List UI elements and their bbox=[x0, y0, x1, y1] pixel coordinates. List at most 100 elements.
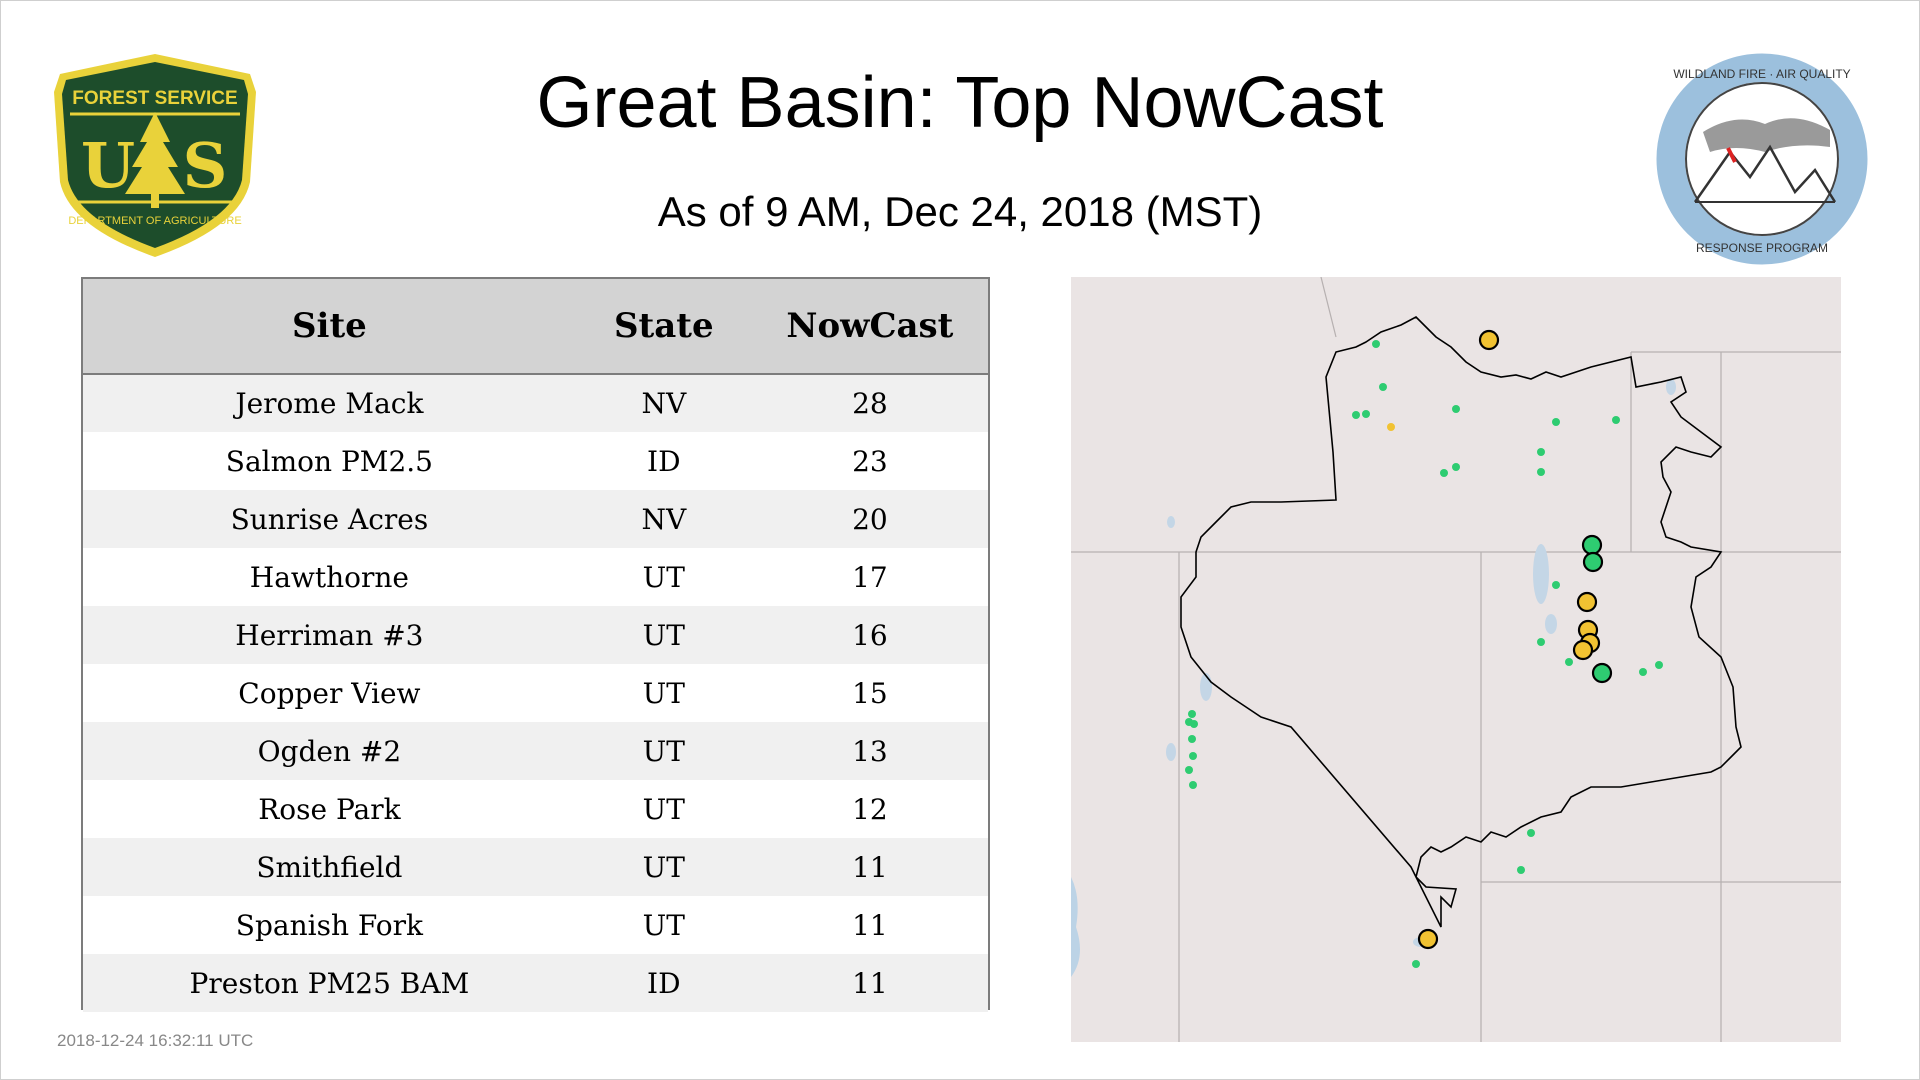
top-site-markers bbox=[1417, 329, 1613, 950]
cell-nowcast: 16 bbox=[852, 618, 888, 652]
monitor-dot bbox=[1372, 340, 1380, 348]
monitor-dot bbox=[1655, 661, 1663, 669]
nowcast-table: Site State NowCast Jerome Mack NV 28 Salmo… bbox=[81, 277, 990, 1012]
cell-nowcast: 11 bbox=[852, 850, 888, 884]
top-site-marker bbox=[1581, 534, 1603, 556]
table-row: Salmon PM2.5 ID 23 bbox=[83, 432, 988, 490]
usfs-logo: U S FOREST SERVICE DEPARTMENT OF AGRICUL… bbox=[50, 52, 260, 259]
monitor-dot bbox=[1565, 658, 1573, 666]
cell-site: Salmon PM2.5 bbox=[225, 444, 433, 478]
table-row: Spanish Fork UT 11 bbox=[83, 896, 988, 954]
cell-site: Sunrise Acres bbox=[230, 502, 429, 536]
usfs-top-text: FOREST SERVICE bbox=[72, 88, 237, 109]
ocean-shape bbox=[1071, 877, 1080, 977]
cell-nowcast: 20 bbox=[852, 502, 888, 536]
cell-nowcast: 28 bbox=[852, 387, 888, 420]
cell-nowcast: 17 bbox=[852, 560, 888, 594]
monitor-dot bbox=[1612, 416, 1620, 424]
cell-site: Copper View bbox=[238, 676, 421, 710]
table-row: Smithfield UT 11 bbox=[83, 838, 988, 896]
monitor-dot bbox=[1188, 710, 1196, 718]
header-site: Site bbox=[291, 306, 367, 346]
usfs-bottom-text: DEPARTMENT OF AGRICULTURE bbox=[68, 215, 241, 227]
table-row: Ogden #2 UT 13 bbox=[83, 722, 988, 780]
monitor-dot bbox=[1552, 418, 1560, 426]
table-row: Preston PM25 BAM ID 11 bbox=[83, 954, 988, 1012]
table-row: Rose Park UT 12 bbox=[83, 780, 988, 838]
monitor-dot bbox=[1189, 752, 1197, 760]
monitor-dot bbox=[1452, 405, 1460, 413]
monitor-dot bbox=[1362, 410, 1370, 418]
cell-nowcast: 11 bbox=[852, 908, 888, 942]
top-site-marker bbox=[1572, 639, 1594, 661]
top-site-marker bbox=[1591, 662, 1613, 684]
cell-state: NV bbox=[641, 502, 687, 536]
monitor-dot-moderate bbox=[1387, 423, 1395, 431]
cell-state: UT bbox=[642, 676, 685, 710]
top-site-marker bbox=[1576, 591, 1598, 613]
monitor-dot bbox=[1185, 766, 1193, 774]
mountain-smoke-icon: WILDLAND FIRE · AIR QUALITY RESPONSE PRO… bbox=[1656, 53, 1868, 265]
cell-state: UT bbox=[642, 908, 685, 942]
top-site-marker bbox=[1478, 329, 1500, 351]
table-header-row: Site State NowCast bbox=[83, 279, 988, 374]
state-boundaries bbox=[1071, 277, 1841, 1042]
monitor-dot bbox=[1452, 463, 1460, 471]
table-row: Jerome Mack NV 28 bbox=[83, 374, 988, 432]
cell-state: UT bbox=[642, 792, 685, 826]
map-svg bbox=[1071, 277, 1841, 1042]
top-site-marker bbox=[1582, 551, 1604, 573]
great-basin-map bbox=[1071, 277, 1841, 1042]
cell-site: Smithfield bbox=[256, 850, 403, 884]
monitor-dot bbox=[1379, 383, 1387, 391]
cell-nowcast: 11 bbox=[852, 966, 888, 1000]
header-nowcast: NowCast bbox=[786, 306, 954, 346]
wfa-bottom-text: RESPONSE PROGRAM bbox=[1696, 241, 1828, 255]
usfs-letter-u: U bbox=[81, 129, 135, 202]
monitor-dot bbox=[1189, 781, 1197, 789]
monitor-dot bbox=[1352, 411, 1360, 419]
monitor-dot bbox=[1190, 720, 1198, 728]
table-row: Hawthorne UT 17 bbox=[83, 548, 988, 606]
wildland-fire-aq-logo: WILDLAND FIRE · AIR QUALITY RESPONSE PRO… bbox=[1655, 52, 1870, 267]
usfs-letter-s: S bbox=[183, 129, 228, 202]
cell-state: NV bbox=[641, 387, 687, 420]
great-basin-boundary bbox=[1180, 316, 1742, 928]
table-row: Sunrise Acres NV 20 bbox=[83, 490, 988, 548]
table-row: Herriman #3 UT 16 bbox=[83, 606, 988, 664]
cell-site: Spanish Fork bbox=[235, 908, 423, 942]
monitor-dot bbox=[1552, 581, 1560, 589]
lakes bbox=[1166, 379, 1676, 947]
cell-site: Rose Park bbox=[258, 792, 401, 826]
cell-state: UT bbox=[642, 618, 685, 652]
header-state: State bbox=[613, 306, 714, 346]
cell-nowcast: 15 bbox=[852, 676, 888, 710]
top-site-marker bbox=[1417, 928, 1439, 950]
monitor-dot bbox=[1440, 469, 1448, 477]
cell-state: UT bbox=[642, 560, 685, 594]
render-timestamp: 2018-12-24 16:32:11 UTC bbox=[57, 1031, 254, 1050]
monitor-dot bbox=[1188, 735, 1196, 743]
page-title: Great Basin: Top NowCast bbox=[536, 63, 1384, 143]
usfs-shield-icon: U S FOREST SERVICE DEPARTMENT OF AGRICUL… bbox=[54, 54, 256, 257]
monitor-dot bbox=[1537, 638, 1545, 646]
monitor-dot bbox=[1527, 829, 1535, 837]
cell-state: UT bbox=[642, 850, 685, 884]
monitor-dot bbox=[1537, 448, 1545, 456]
cell-site: Ogden #2 bbox=[257, 734, 402, 768]
table-row: Copper View UT 15 bbox=[83, 664, 988, 722]
cell-site: Hawthorne bbox=[249, 560, 409, 594]
monitor-dot bbox=[1517, 866, 1525, 874]
cell-site: Preston PM25 BAM bbox=[189, 966, 470, 1000]
cell-site: Herriman #3 bbox=[235, 618, 424, 652]
cell-nowcast: 12 bbox=[852, 792, 888, 826]
monitor-dot bbox=[1639, 668, 1647, 676]
page-subtitle: As of 9 AM, Dec 24, 2018 (MST) bbox=[657, 188, 1263, 235]
cell-site: Jerome Mack bbox=[235, 387, 424, 420]
wfa-top-text: WILDLAND FIRE · AIR QUALITY bbox=[1673, 67, 1850, 81]
cell-nowcast: 13 bbox=[852, 734, 888, 768]
cell-nowcast: 23 bbox=[852, 444, 888, 478]
cell-state: ID bbox=[647, 966, 681, 1000]
monitor-dot bbox=[1412, 960, 1420, 968]
monitor-dot bbox=[1537, 468, 1545, 476]
